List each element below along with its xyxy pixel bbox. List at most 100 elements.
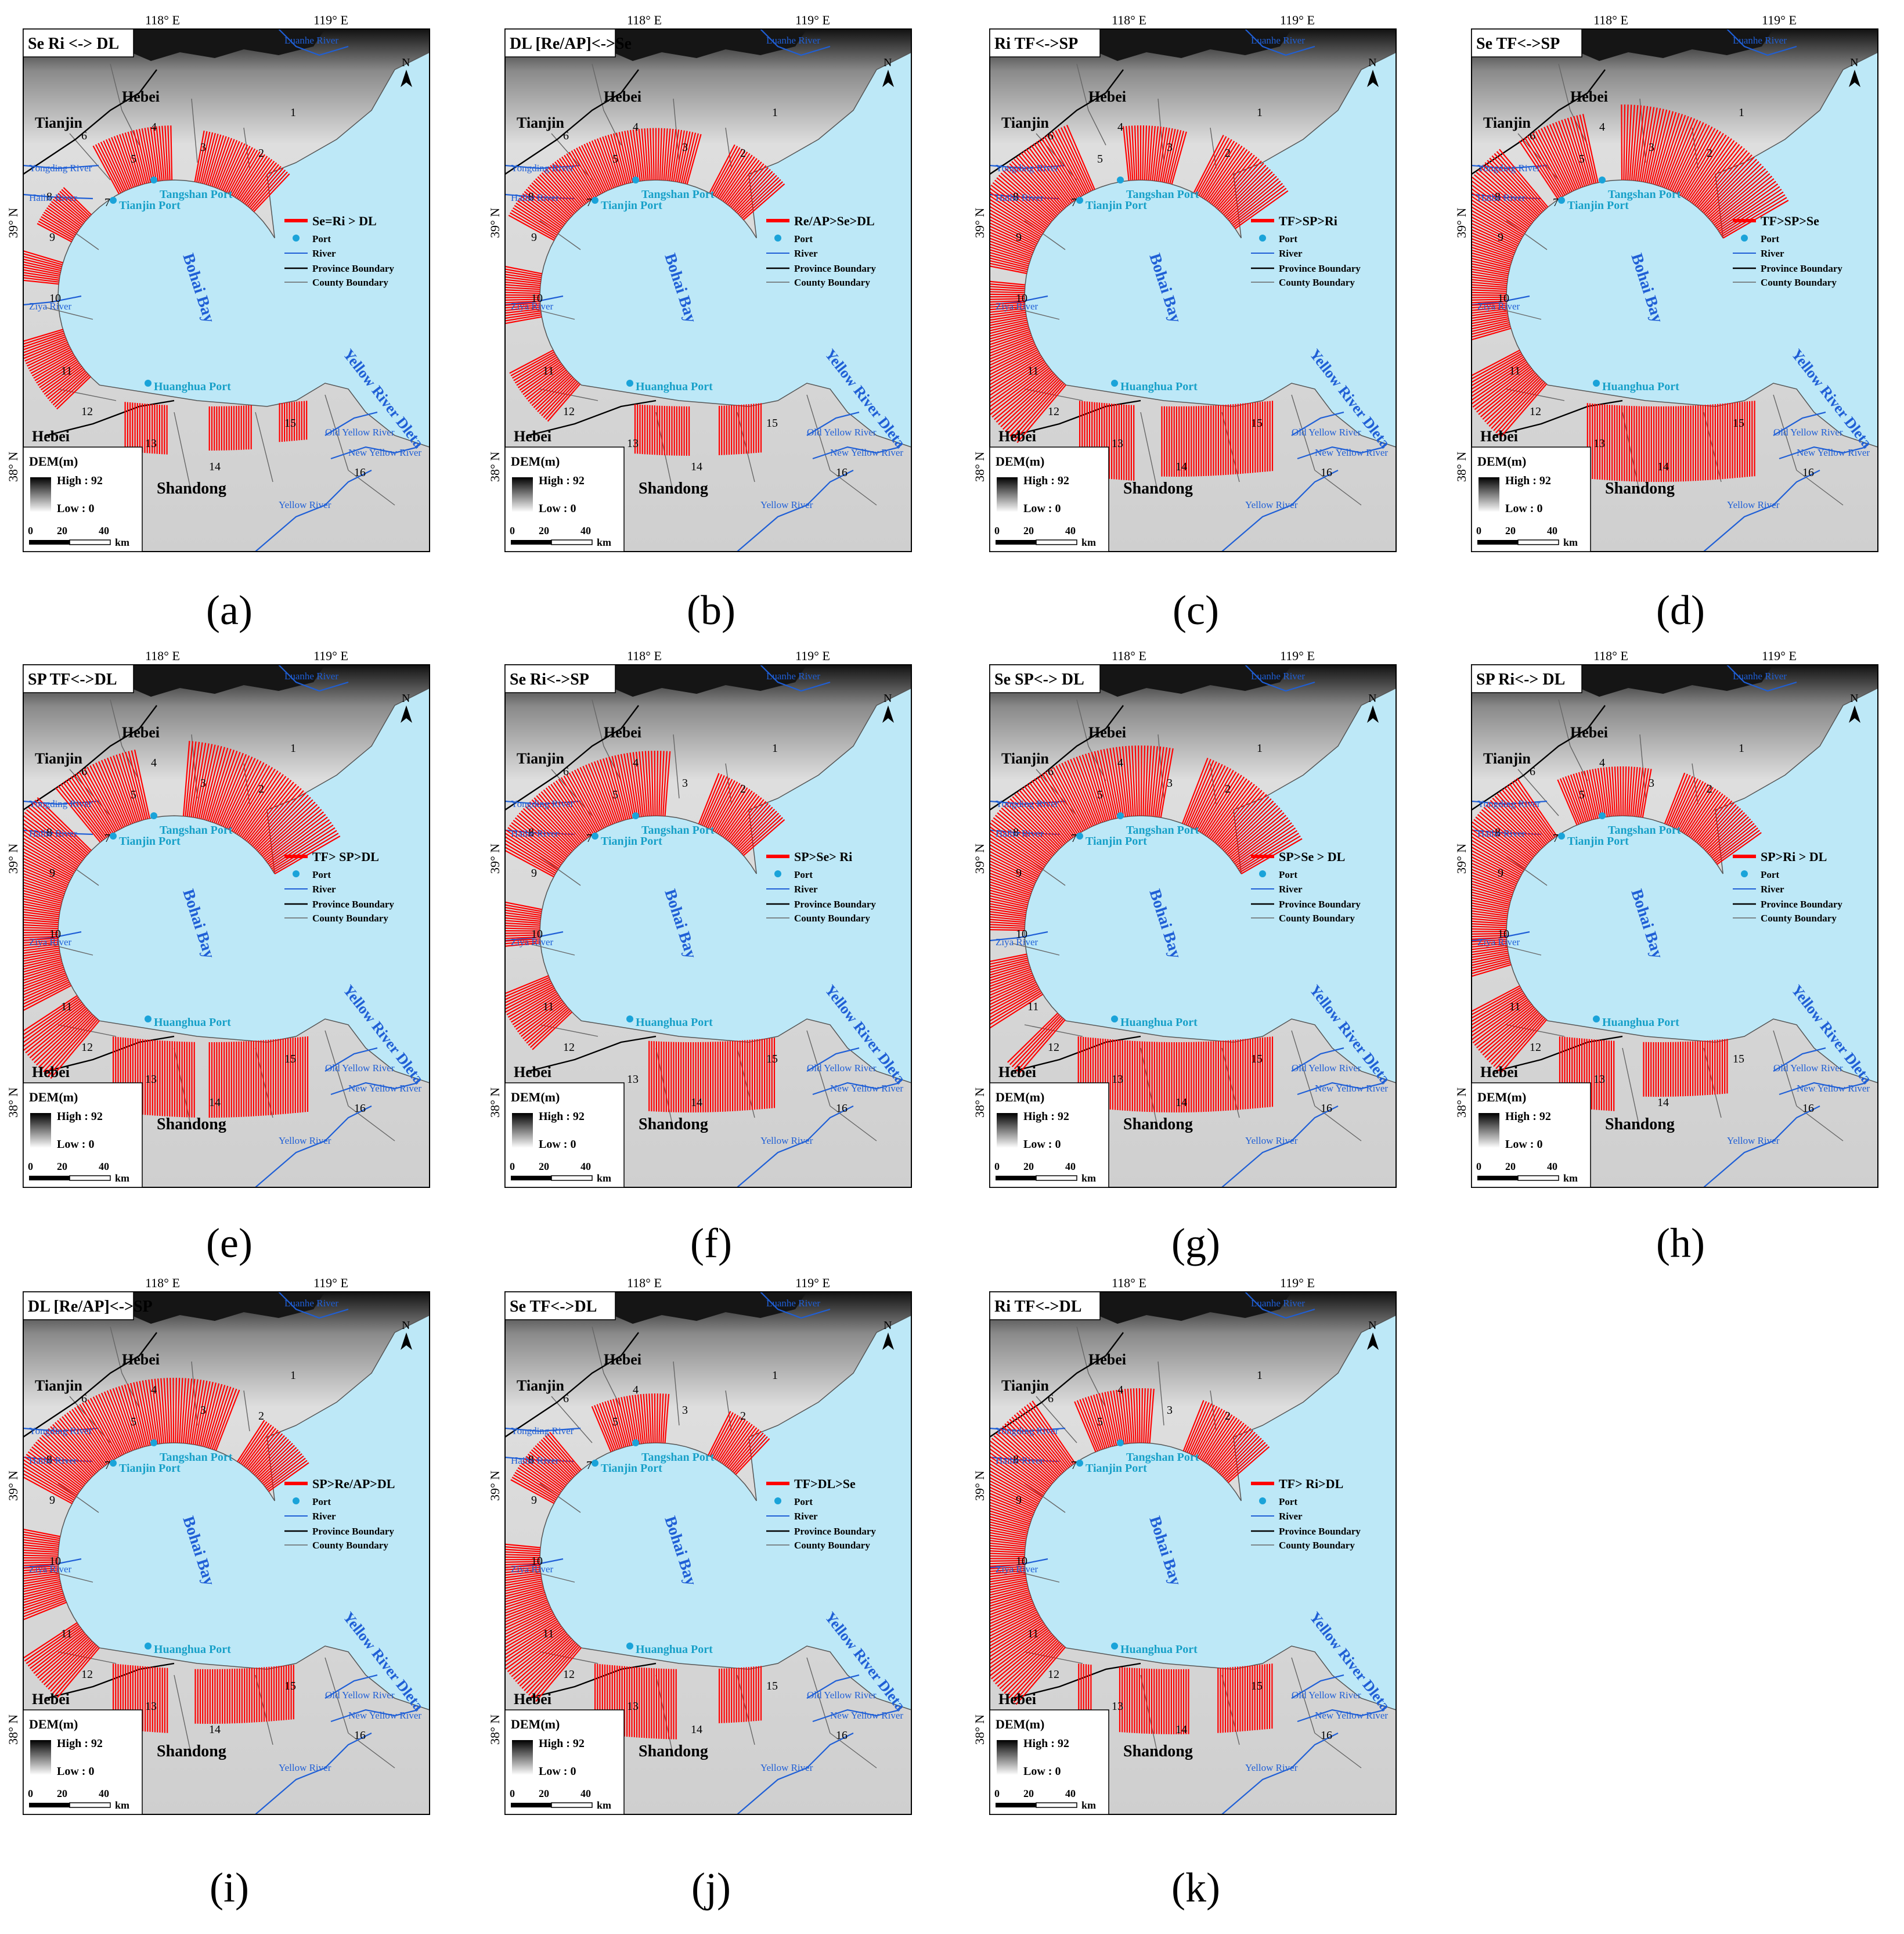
transect-line bbox=[23, 927, 59, 930]
transect-line bbox=[1152, 126, 1159, 181]
legend-transect-label: TF>DL>Se bbox=[794, 1476, 856, 1491]
transect-line bbox=[1193, 1407, 1220, 1457]
transect-line bbox=[1122, 746, 1130, 817]
tangshan-port-dot bbox=[1599, 812, 1606, 819]
huanghua-port-dot bbox=[145, 1643, 152, 1650]
region-tianjin: Tianjin bbox=[517, 750, 564, 767]
transect-line bbox=[643, 1393, 648, 1443]
transect-line bbox=[23, 258, 62, 269]
legend-province-label: Province Boundary bbox=[1279, 899, 1361, 910]
transect-line bbox=[517, 1636, 571, 1684]
county-boundary bbox=[528, 1570, 575, 1583]
transect-line bbox=[990, 345, 1037, 369]
transect-line bbox=[1211, 784, 1255, 841]
transect-line bbox=[1210, 150, 1250, 204]
mountain-dem bbox=[1094, 665, 1292, 697]
transect-line bbox=[231, 765, 271, 832]
huanghua-port-dot bbox=[145, 1015, 152, 1022]
transect-line bbox=[23, 981, 70, 1005]
region-hebei-north: Hebei bbox=[604, 88, 641, 105]
transect-line bbox=[505, 981, 551, 1004]
legend-transect-label: Re/AP>Se>DL bbox=[794, 214, 875, 228]
transect-line bbox=[699, 774, 723, 825]
transect-line bbox=[519, 1637, 572, 1687]
transect-line bbox=[244, 162, 277, 204]
transect-line bbox=[990, 1611, 1038, 1637]
transect-line bbox=[238, 1421, 268, 1463]
zone-number: 2 bbox=[258, 1410, 264, 1422]
transect-line bbox=[508, 214, 555, 241]
transect-line bbox=[1503, 787, 1550, 842]
county-boundary bbox=[1796, 1105, 1844, 1141]
zone-number: 1 bbox=[1739, 106, 1744, 119]
transect-line bbox=[990, 1521, 1028, 1532]
zone-number: 7 bbox=[1071, 832, 1077, 845]
transect-line bbox=[1016, 791, 1065, 846]
transect-line bbox=[604, 1401, 621, 1449]
transect-line bbox=[23, 1472, 74, 1503]
dem-gradient-swatch bbox=[512, 477, 533, 512]
ziya-river bbox=[990, 931, 1048, 942]
transect-line bbox=[23, 903, 60, 912]
new_yellow-river-label: New Yellow River bbox=[1315, 1083, 1388, 1094]
luanhe-river-label: Luanhe River bbox=[1733, 671, 1787, 682]
dem-title: DEM(m) bbox=[996, 1090, 1044, 1104]
transect-line bbox=[1001, 807, 1055, 855]
transect-line bbox=[505, 938, 540, 942]
transect-line bbox=[145, 1380, 157, 1445]
transect-line bbox=[1498, 382, 1546, 436]
transect-line bbox=[990, 1621, 1044, 1658]
transect-line bbox=[1011, 1015, 1061, 1068]
transect-line bbox=[190, 1380, 202, 1445]
north-arrow-icon bbox=[1849, 705, 1860, 723]
transect-line bbox=[589, 141, 611, 190]
transect-line bbox=[23, 253, 63, 265]
transect-line bbox=[222, 143, 246, 191]
panel-title-box bbox=[23, 664, 134, 693]
transect-line bbox=[514, 204, 559, 235]
new-yellow-river bbox=[330, 446, 419, 460]
legend-river-label: River bbox=[794, 884, 818, 895]
zone-number: 9 bbox=[531, 867, 537, 880]
lon-label-119: 119° E bbox=[1280, 1276, 1315, 1290]
transect-line bbox=[522, 1004, 566, 1039]
zone-number: 4 bbox=[151, 121, 157, 134]
scale-km: km bbox=[1081, 1172, 1096, 1184]
transect-line bbox=[990, 304, 1025, 308]
transect-line bbox=[659, 128, 662, 181]
county-boundary bbox=[1012, 943, 1060, 956]
yongding-river-label: Yongding River bbox=[1477, 163, 1541, 174]
legend-port-label: Port bbox=[312, 233, 331, 244]
transect-line bbox=[1486, 375, 1539, 425]
transect-line bbox=[261, 806, 320, 857]
transect-line bbox=[111, 137, 132, 189]
transect-line bbox=[505, 298, 540, 301]
zone-number: 14 bbox=[209, 1096, 221, 1109]
transect-line bbox=[626, 752, 639, 817]
tangshan-port-dot bbox=[1117, 177, 1124, 183]
tianjin-port-dot bbox=[592, 197, 598, 204]
transect-line bbox=[1472, 846, 1522, 876]
transect-line bbox=[100, 759, 130, 826]
transect-line bbox=[990, 1560, 1025, 1562]
transect-line bbox=[990, 254, 1029, 266]
transect-line bbox=[1222, 1438, 1262, 1478]
transect-line bbox=[505, 1614, 554, 1642]
transect-line bbox=[1511, 781, 1555, 839]
transect-line bbox=[1557, 779, 1578, 826]
zone-number: 1 bbox=[772, 1369, 778, 1382]
transect-line bbox=[1211, 1424, 1247, 1468]
scale-bar-dark bbox=[29, 540, 70, 545]
transect-line bbox=[990, 1483, 1037, 1508]
transect-line bbox=[1538, 129, 1571, 193]
transect-line bbox=[23, 945, 59, 952]
transect-line bbox=[1715, 181, 1776, 228]
scale-20: 20 bbox=[57, 1161, 67, 1172]
huanghua-port-dot bbox=[1593, 1015, 1600, 1022]
transect-line bbox=[267, 1460, 308, 1490]
transect-line bbox=[119, 134, 138, 186]
transect-line bbox=[1472, 327, 1512, 341]
